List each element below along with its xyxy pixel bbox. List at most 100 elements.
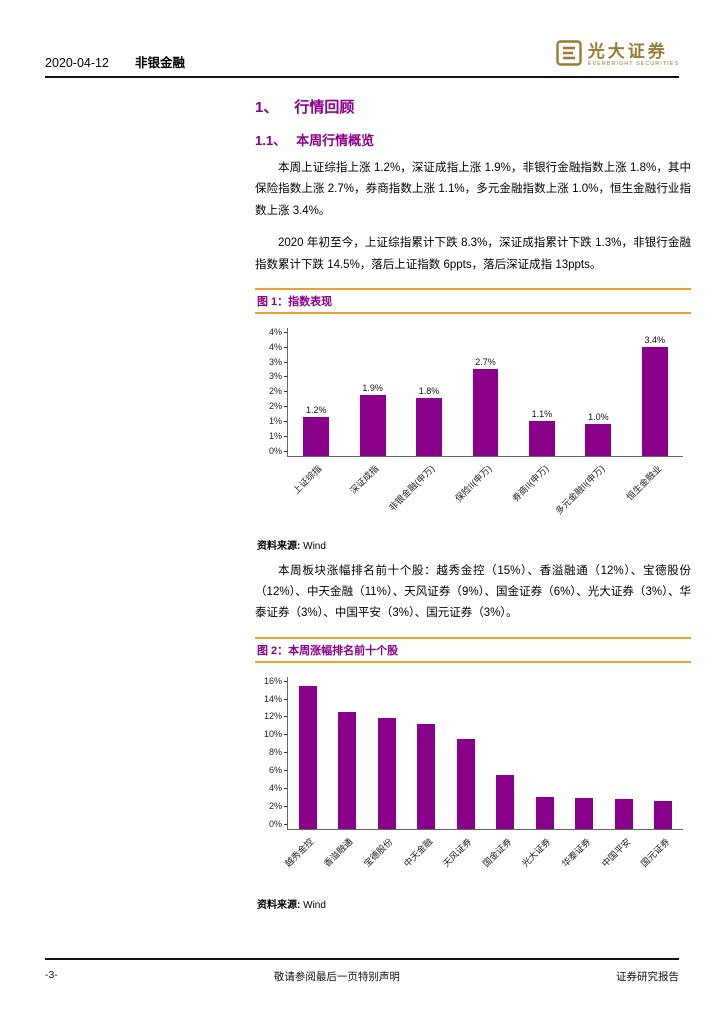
y-tick-label: 2% (269, 402, 287, 411)
chart1-plot-area: 1.2% 1.9% 1.8% 2.7% 1.1% 1.0% 3.4% (287, 327, 683, 457)
chart2-y-axis: 16% 14% 12% 10% 8% 6% 4% 2% 0% (255, 676, 287, 829)
bar (528, 420, 555, 456)
bar (496, 775, 515, 829)
bar (456, 739, 475, 829)
index-performance-chart: 4% 4% 3% 3% 2% 2% 1% 1% 0% 1.2% 1.9% 1.8% 2.7% 1.1% 1… (255, 327, 691, 535)
x-tick-label: 宝德股份 (361, 836, 395, 869)
x-tick-label: 天风证券 (441, 836, 474, 869)
logo-en-text: EVERBRIGHT SECURITIES (587, 61, 679, 68)
report-category: 非银金融 (134, 56, 185, 70)
x-slot: 上证综指 (287, 457, 344, 535)
x-slot: 非银金融(申万) (387, 457, 457, 535)
figure-2-caption: 图 2：本周涨幅排名前十个股 (255, 636, 691, 663)
top-gainers-chart: 16% 14% 12% 10% 8% 6% 4% 2% 0% 越秀金控 香溢融通 宝德股份 中天金融天… (255, 676, 691, 894)
bar-slot: 1.9% (344, 328, 400, 456)
figure-2-source: 资料来源: Wind (255, 896, 691, 911)
x-slot: 多元金融II(申万) (554, 457, 627, 535)
bar-slot (486, 677, 526, 829)
y-tick-label: 8% (269, 748, 287, 757)
y-tick-label: 6% (269, 766, 287, 775)
section-title: 行情回顾 (294, 99, 355, 116)
bar-slot (604, 677, 644, 829)
x-tick-label: 国金证券 (480, 836, 514, 869)
report-date: 2020-04-12 (45, 56, 109, 70)
bar (654, 801, 673, 829)
logo-cn-text: 光大证券 (587, 42, 668, 62)
footer-disclaimer: 敬请参阅最后一页特别声明 (273, 971, 400, 983)
section-heading-1-1: 1.1、 本周行情概览 (255, 130, 691, 149)
x-tick-label: 恒生金融业 (624, 463, 664, 503)
bar-slot: 1.0% (570, 328, 626, 456)
source-label: 资料来源: (257, 899, 301, 911)
report-body: 1、 行情回顾 1.1、 本周行情概览 本周上证综指上涨 1.2%，深证成指上涨 1… (255, 86, 691, 911)
x-tick-label: 券商II(申万) (509, 463, 551, 504)
bar (303, 417, 330, 456)
section-number: 1、 (255, 99, 279, 116)
figure-1-caption: 图 1：指数表现 (255, 287, 691, 314)
page-footer: -3- 敬请参阅最后一页特别声明 证券研究报告 (45, 958, 679, 984)
bar (417, 724, 436, 829)
x-slot: 香溢融通 (322, 830, 367, 894)
paragraph-ytd-performance: 2020 年初至今，上证综指累计下跌 8.3%，深证成指累计下跌 1.3%，非银… (255, 237, 691, 271)
y-tick-label: 1% (269, 431, 287, 441)
x-tick-label: 中国平安 (599, 836, 633, 869)
x-tick-label: 深证成指 (347, 463, 381, 496)
bar (359, 395, 386, 456)
y-tick-label: 3% (269, 372, 287, 381)
x-slot: 越秀金控 (283, 830, 327, 894)
x-slot: 宝德股份 (362, 830, 406, 894)
figure-1-source: 资料来源: Wind (255, 537, 691, 552)
y-tick-label: 4% (269, 327, 287, 337)
bar-slot (565, 677, 605, 829)
y-tick-label: 2% (269, 387, 287, 396)
page-header: 2020-04-12 非银金融 光大证券 EVERBRIGHT SECURITI… (45, 40, 679, 78)
x-tick-label: 华泰证券 (559, 836, 593, 869)
x-slot: 光大证券 (520, 830, 565, 894)
bar (614, 799, 633, 829)
bar-value-label: 1.9% (362, 383, 383, 394)
chart1-y-axis: 4% 4% 3% 3% 2% 2% 1% 1% 0% (255, 327, 287, 456)
x-slot: 恒生金融业 (624, 457, 683, 535)
bar-slot: 1.8% (401, 328, 457, 456)
paragraph-top-gainers: 本周板块涨幅排名前十个股：越秀金控（15%）、香溢融通（12%）、宝德股份（12… (255, 564, 691, 620)
y-tick-label: 14% (264, 694, 287, 704)
paragraph-weekly-performance: 本周上证综指上涨 1.2%，深证成指上涨 1.9%，非银行金融指数上涨 1.8%… (255, 162, 691, 217)
x-slot: 国元证券 (639, 830, 683, 894)
bar (535, 797, 554, 829)
source-value: Wind (303, 899, 326, 911)
x-tick-label: 越秀金控 (282, 836, 316, 869)
bar-slot: 1.2% (288, 328, 344, 456)
source-label: 资料来源: (257, 540, 301, 552)
x-tick-label: 国元证券 (639, 836, 672, 869)
bar (585, 423, 612, 456)
x-slot: 中天金融 (402, 830, 446, 894)
x-tick-label: 保险II(申万) (453, 463, 494, 504)
section-heading-1: 1、 行情回顾 (255, 96, 691, 117)
x-slot: 天风证券 (441, 830, 485, 894)
bar-value-label: 2.7% (475, 357, 496, 368)
bar-slot (288, 677, 328, 829)
page-number: -3- (45, 969, 58, 981)
y-tick-label: 16% (264, 676, 287, 686)
x-tick-label: 上证综指 (291, 463, 324, 496)
x-tick-label: 中天金融 (401, 836, 435, 869)
bar-slot: 2.7% (457, 328, 513, 456)
x-slot: 深证成指 (344, 457, 401, 535)
x-tick-label: 光大证券 (520, 836, 553, 869)
subsection-title: 本周行情概览 (296, 133, 375, 148)
bar-slot (407, 677, 447, 829)
chart1-x-axis: 上证综指 深证成指 非银金融(申万) 保险II(申万) 券商II(申万) 多元金融II(申… (287, 457, 683, 535)
y-tick-label: 3% (269, 357, 287, 367)
bar (575, 798, 594, 829)
bar (338, 711, 357, 829)
x-tick-label: 香溢融通 (322, 836, 355, 869)
bar-slot (644, 677, 684, 829)
subsection-number: 1.1、 (255, 133, 287, 148)
y-tick-label: 4% (269, 342, 287, 352)
y-tick-label: 0% (269, 446, 287, 456)
bar-value-label: 1.1% (531, 408, 553, 419)
x-slot: 华泰证券 (560, 830, 604, 894)
x-slot: 国金证券 (481, 830, 525, 894)
y-tick-label: 2% (269, 801, 287, 811)
